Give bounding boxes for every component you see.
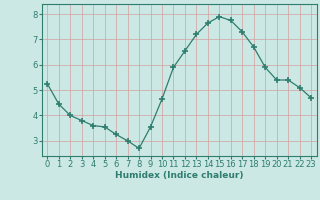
- X-axis label: Humidex (Indice chaleur): Humidex (Indice chaleur): [115, 171, 244, 180]
